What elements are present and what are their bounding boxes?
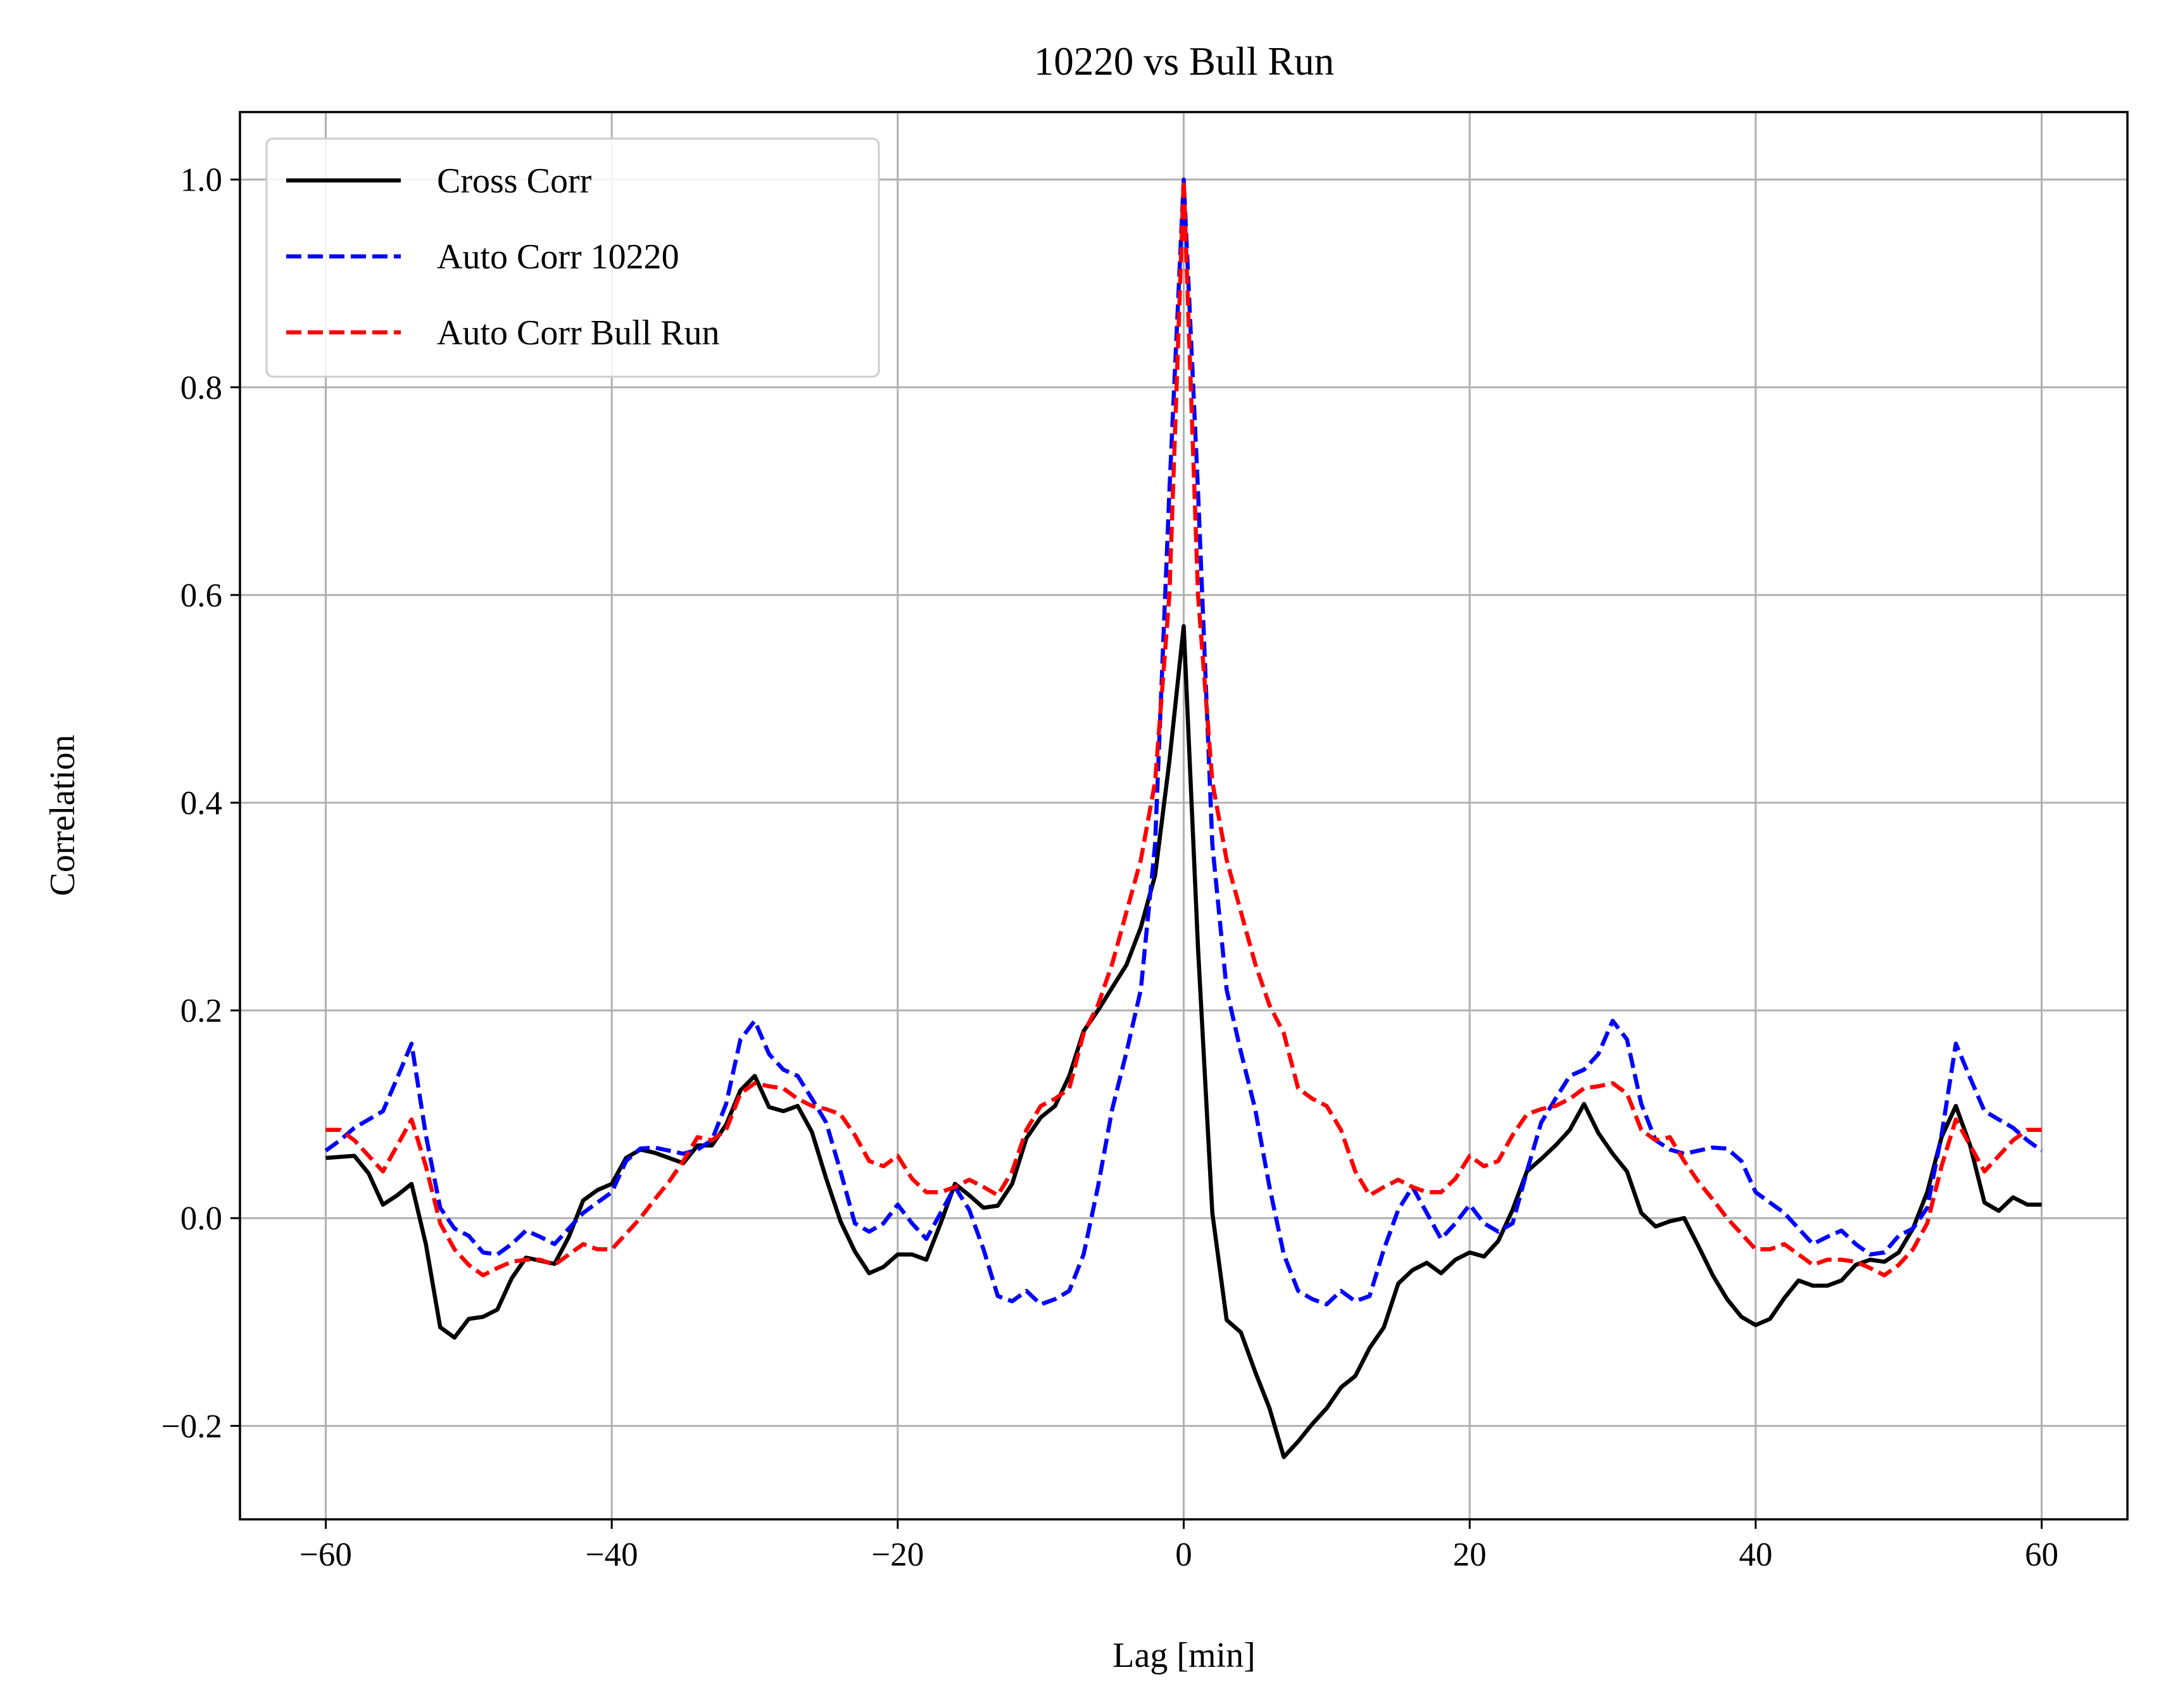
x-tick-label: 0 <box>1175 1536 1192 1573</box>
y-tick-label: 0.4 <box>180 785 222 822</box>
legend-frame <box>265 137 880 378</box>
y-tick-label: 1.0 <box>180 162 222 199</box>
x-tick-label: −20 <box>871 1536 924 1573</box>
y-axis-label: Correlation <box>43 734 82 896</box>
y-tick-label: 0.2 <box>180 993 222 1029</box>
series-line-1 <box>325 624 2042 1459</box>
legend-entries: Cross Corr Auto Corr 10220 Auto Corr Bull … <box>286 161 719 353</box>
x-tick-label: 60 <box>2025 1536 2058 1573</box>
series-line-2 <box>324 177 2043 1307</box>
x-tick-label: −60 <box>299 1536 352 1573</box>
x-axis-label: Lag [min] <box>1112 1636 1255 1675</box>
series-lines <box>324 177 2043 1459</box>
x-tick-label: 40 <box>1739 1536 1772 1573</box>
y-tick-label: 0.8 <box>180 370 222 406</box>
y-tick-label: 0.0 <box>180 1200 222 1237</box>
legend-label: Auto Corr 10220 <box>437 237 679 277</box>
y-tick-label: −0.2 <box>161 1408 222 1445</box>
chart-title: 10220 vs Bull Run <box>1034 39 1334 84</box>
legend-label: Auto Corr Bull Run <box>437 313 719 353</box>
x-tick-label: 20 <box>1453 1536 1487 1573</box>
x-tick-label: −40 <box>586 1536 638 1573</box>
legend: Cross Corr Auto Corr 10220 Auto Corr Bull … <box>265 137 880 378</box>
legend-label: Cross Corr <box>437 161 592 201</box>
axis-ticks: −60 −40 −20 0 20 40 60 −0.2 0.0 0.2 0.4 0.6 0.8 1.0 <box>161 162 2058 1573</box>
y-tick-label: 0.6 <box>180 577 222 614</box>
